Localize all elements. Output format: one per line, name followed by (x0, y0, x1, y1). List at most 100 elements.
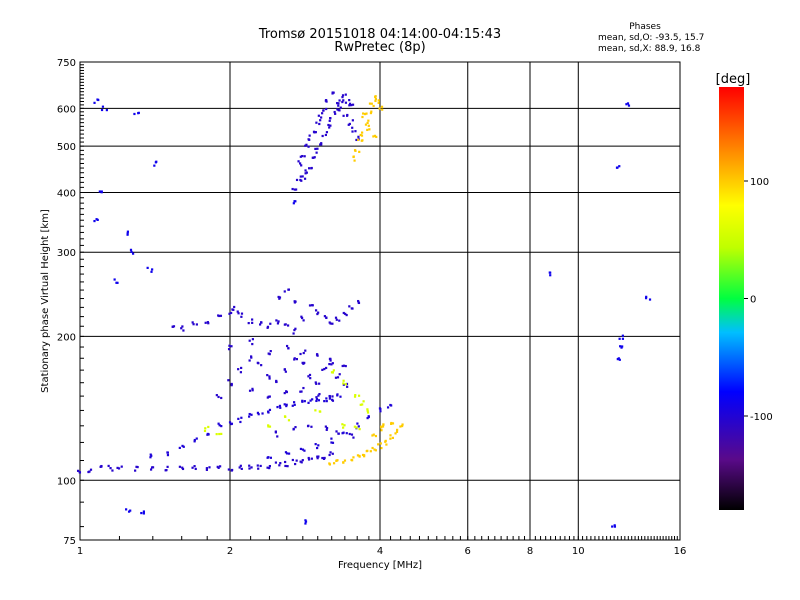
echo-point (248, 467, 251, 470)
echo-point (325, 397, 328, 400)
echo-point (217, 395, 220, 399)
x-tick-label: 16 (674, 546, 687, 557)
echo-point (251, 389, 254, 392)
echo-point (361, 115, 364, 119)
echo-point (353, 425, 356, 428)
echo-point (302, 351, 305, 355)
echo-point (232, 308, 235, 311)
echo-point (386, 406, 390, 409)
echo-point (304, 522, 307, 525)
echo-point (301, 459, 304, 462)
colorbar-tick-label: 100 (750, 177, 769, 188)
echo-point (100, 190, 103, 193)
echo-point (283, 323, 286, 326)
echo-point (316, 147, 319, 150)
echo-point (299, 390, 302, 393)
echo-point (251, 321, 254, 324)
echo-point (220, 424, 223, 428)
echo-point (304, 169, 307, 172)
echo-point (307, 458, 311, 461)
echo-point (130, 250, 133, 254)
echo-point (230, 345, 233, 348)
echo-point (194, 467, 197, 471)
echo-point (344, 364, 347, 368)
echo-point (126, 230, 130, 233)
echo-point (321, 456, 324, 460)
echo-point (283, 290, 286, 293)
y-axis-label: Stationary phase Virtual Height [km] (40, 209, 51, 393)
echo-point (266, 466, 269, 469)
echo-point (220, 396, 223, 400)
echo-point (299, 175, 302, 178)
echo-point (343, 424, 346, 427)
echo-point (285, 403, 288, 406)
echo-point (354, 394, 357, 397)
echo-point (218, 432, 221, 436)
echo-point (311, 398, 314, 401)
echo-point (293, 358, 296, 361)
grid-lines (79, 61, 681, 541)
echo-point (111, 469, 114, 472)
echo-point (239, 371, 243, 374)
echo-point (337, 432, 340, 435)
echo-point (251, 318, 254, 321)
echo-point (294, 327, 297, 330)
echo-point (337, 108, 340, 112)
echo-point (328, 463, 332, 466)
echo-point (366, 411, 370, 414)
echo-point (348, 122, 351, 126)
echo-point (344, 101, 348, 104)
echo-point (331, 395, 334, 398)
echo-point (142, 512, 145, 515)
echo-point (348, 432, 351, 436)
phase-legend-o-mode: mean, sd,O: -93.5, 15.7 (598, 33, 705, 43)
echo-point (324, 99, 327, 102)
echo-point (178, 446, 181, 450)
echo-point (317, 311, 320, 314)
echo-point (334, 316, 338, 319)
echo-point (363, 112, 367, 116)
echo-point (295, 358, 298, 361)
echo-point (230, 422, 234, 425)
echo-point (345, 313, 348, 317)
echo-point (316, 457, 319, 460)
echo-point (619, 345, 622, 348)
echo-point (310, 457, 313, 460)
echo-point (361, 453, 365, 457)
echo-point (611, 525, 614, 528)
echo-point (353, 395, 357, 398)
colorbar-label: [deg] (716, 72, 751, 87)
echo-point (377, 443, 380, 446)
chart-subtitle: RwPretec (8p) (334, 40, 426, 55)
echo-point (266, 456, 269, 459)
echo-point (284, 460, 287, 464)
echo-point (320, 143, 323, 146)
echo-point (137, 111, 140, 114)
echo-point (627, 104, 631, 107)
echo-point (353, 159, 356, 162)
echo-point (621, 337, 625, 340)
echo-point (351, 119, 354, 122)
echo-point (382, 423, 385, 426)
echo-point (374, 99, 377, 103)
echo-point (339, 106, 342, 109)
echo-point (366, 449, 369, 452)
echo-point (307, 145, 310, 148)
echo-point (644, 297, 648, 300)
echo-point (95, 218, 98, 221)
x-tick-label: 1 (77, 546, 83, 557)
echo-point (181, 444, 184, 448)
colorbar (719, 87, 744, 510)
echo-point (372, 104, 375, 108)
echo-point (285, 404, 288, 408)
echo-point (219, 465, 222, 468)
echo-point (316, 312, 319, 316)
echo-point (250, 413, 253, 416)
echo-point (302, 386, 305, 390)
echo-point (618, 165, 621, 168)
echo-point (366, 128, 369, 132)
echo-point (366, 408, 369, 411)
echo-point (120, 465, 123, 468)
echo-point (328, 395, 331, 398)
echo-point (287, 288, 290, 291)
